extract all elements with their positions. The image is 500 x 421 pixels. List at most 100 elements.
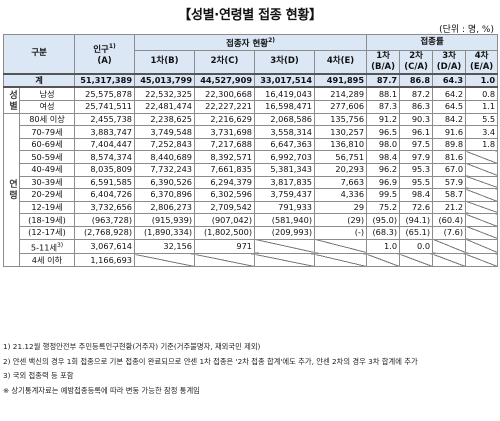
- table-cell: 6,591,585: [74, 175, 136, 190]
- table-cell: [366, 253, 401, 267]
- table-cell: (60.4): [432, 213, 467, 227]
- table-cell: 5,381,343: [254, 163, 316, 177]
- table-cell: 130,257: [314, 125, 368, 139]
- row-label: (18-19세): [18, 213, 76, 227]
- table-cell: 4,336: [314, 188, 368, 202]
- table-cell: 6,992,703: [254, 150, 316, 164]
- row-label: 70-79세: [18, 125, 76, 139]
- table-cell: (209,993): [254, 225, 316, 240]
- table-row: (18-19세) (963,728) (915,939) (907,042) (581,…: [4, 213, 499, 227]
- table-cell: 22,227,221: [194, 100, 256, 114]
- table-cell: (963,728): [74, 213, 136, 227]
- header-dose1: 1차(B): [134, 49, 196, 75]
- table-cell: 16,598,471: [254, 100, 316, 114]
- table-cell: (1,890,334): [134, 225, 196, 240]
- table-cell: 32,156: [134, 238, 196, 255]
- table-cell: 22,532,325: [134, 86, 196, 102]
- table-cell: [432, 238, 467, 255]
- table-cell: 56,751: [314, 150, 368, 164]
- table-cell: 6,647,363: [254, 137, 316, 152]
- table-cell: 1,166,693: [74, 253, 136, 267]
- table-cell: [465, 175, 499, 190]
- table-cell: [465, 150, 499, 164]
- table-cell: 22,481,474: [134, 100, 196, 114]
- table-cell: [465, 163, 499, 177]
- table-cell: [432, 253, 467, 267]
- table-cell: (581,940): [254, 213, 316, 227]
- table-cell: [465, 213, 499, 227]
- table-row: 30-39세 6,591,585 6,390,526 6,294,379 3,817,8…: [4, 175, 499, 190]
- table-cell: 86.8: [399, 72, 434, 89]
- row-label: 12-19세: [18, 200, 76, 215]
- table-cell: 20,293: [314, 163, 368, 177]
- header-vacc-status: 접종자 현황2): [134, 34, 368, 51]
- table-cell: 7,661,835: [194, 163, 256, 177]
- table-cell: 81.6: [432, 150, 467, 164]
- header-dose3: 3차(D): [254, 49, 316, 75]
- table-cell: 57.9: [432, 175, 467, 190]
- table-cell: 6,302,596: [194, 188, 256, 202]
- table-cell: 64.2: [432, 86, 467, 102]
- table-cell: 95.3: [399, 163, 434, 177]
- table-cell: 3,883,747: [74, 125, 136, 139]
- table-cell: 64.5: [432, 100, 467, 114]
- table-cell: (68.3): [366, 225, 401, 240]
- table-cell: 8,035,809: [74, 163, 136, 177]
- table-cell: 3,558,314: [254, 125, 316, 139]
- row-label: 여성: [18, 100, 76, 114]
- table-cell: 3,759,437: [254, 188, 316, 202]
- row-label: 80세 이상: [18, 112, 76, 127]
- row-label: 20-29세: [18, 188, 76, 202]
- table-cell: 1.8: [465, 137, 499, 152]
- table-cell: 1.0: [366, 238, 401, 255]
- table-cell: 8,392,571: [194, 150, 256, 164]
- table-cell: 2,806,273: [134, 200, 196, 215]
- table-cell: 791,933: [254, 200, 316, 215]
- row-label: 30-39세: [18, 175, 76, 190]
- table-row: 연령 80세 이상 2,455,738 2,238,625 2,216,629 2,068…: [3, 112, 499, 267]
- table-cell: 214,289: [314, 86, 368, 102]
- table-cell: 58.7: [432, 188, 467, 202]
- table-cell: 6,370,896: [134, 188, 196, 202]
- table-cell: (7.6): [432, 225, 467, 240]
- table-cell: 3,817,835: [254, 175, 316, 190]
- header-category: 구분: [2, 33, 76, 75]
- table-cell: [134, 253, 196, 267]
- table-cell: 29: [314, 200, 368, 215]
- table-cell: 8,440,689: [134, 150, 196, 164]
- header-rate1: 1차 (B/A): [366, 49, 401, 75]
- table-cell: [399, 253, 434, 267]
- row-label: 계: [2, 72, 76, 89]
- table-cell: 7,404,447: [74, 137, 136, 152]
- table-row-total: 계 51,317,389 45,013,799 44,527,909 33,017,51…: [2, 72, 499, 89]
- table-cell: 3,749,548: [134, 125, 196, 139]
- table-cell: 3.4: [465, 125, 499, 139]
- table-cell: [465, 225, 499, 240]
- table-cell: (1,802,500): [194, 225, 256, 240]
- table-cell: 90.3: [399, 112, 434, 127]
- header-rate2: 2차 (C/A): [399, 49, 434, 75]
- page-title: 【성별·연령별 접종 현황】: [178, 8, 322, 23]
- table-cell: 95.5: [399, 175, 434, 190]
- table-cell: 16,419,043: [254, 86, 316, 102]
- table-cell: (65.1): [399, 225, 434, 240]
- table-row: 여성 25,741,511 22,481,474 22,227,221 16,598,4…: [4, 100, 499, 114]
- table-cell: 7,217,688: [194, 137, 256, 152]
- table-cell: 64.3: [432, 72, 467, 89]
- row-label: (12-17세): [18, 225, 76, 240]
- table-cell: 84.2: [432, 112, 467, 127]
- header-dose4: 4차(E): [314, 49, 368, 75]
- table-cell: 6,390,526: [134, 175, 196, 190]
- table-cell: 97.9: [399, 150, 434, 164]
- header-vacc-rate: 접종률: [366, 34, 499, 51]
- table-cell: 22,300,668: [194, 86, 256, 102]
- table-cell: 6,404,726: [74, 188, 136, 202]
- table-cell: 91.6: [432, 125, 467, 139]
- table-cell: (-): [314, 225, 368, 240]
- table-cell: 2,709,542: [194, 200, 256, 215]
- table-cell: 51,317,389: [74, 72, 136, 89]
- table-cell: 136,810: [314, 137, 368, 152]
- header-rate4: 4차 (E/A): [465, 49, 499, 75]
- table-cell: 96.1: [399, 125, 434, 139]
- table-cell: (907,042): [194, 213, 256, 227]
